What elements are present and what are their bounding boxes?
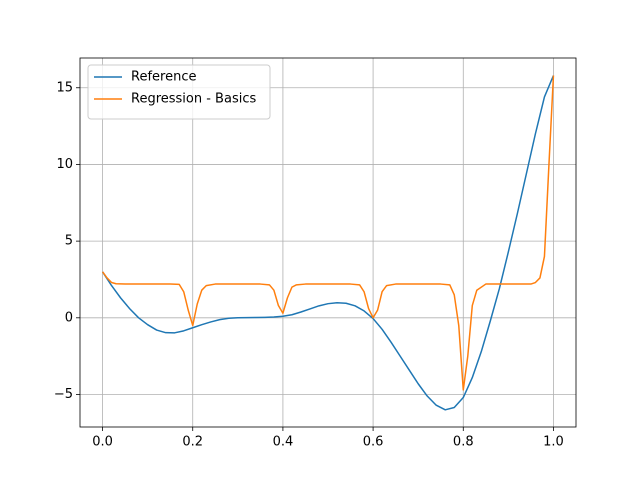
x-tick-label: 0.4 [273,435,294,450]
series-line [101,75,555,391]
y-tick-label: 0 [65,310,73,325]
legend-label: Regression - Basics [131,92,256,107]
x-tick-label: 1.0 [543,435,564,450]
x-tick-label: 0.8 [453,435,474,450]
x-tick-label: 0.0 [92,435,113,450]
x-tick-label: 0.2 [182,435,203,450]
y-tick-label: −5 [54,387,73,402]
y-tick-label: 15 [56,80,73,95]
axes-frame [79,57,577,428]
legend-box [87,64,271,120]
x-tick-label: 0.6 [363,435,384,450]
y-tick-label: 10 [56,157,73,172]
legend-label: Reference [131,70,196,85]
series-line [101,75,555,411]
y-tick-label: 5 [65,234,73,249]
